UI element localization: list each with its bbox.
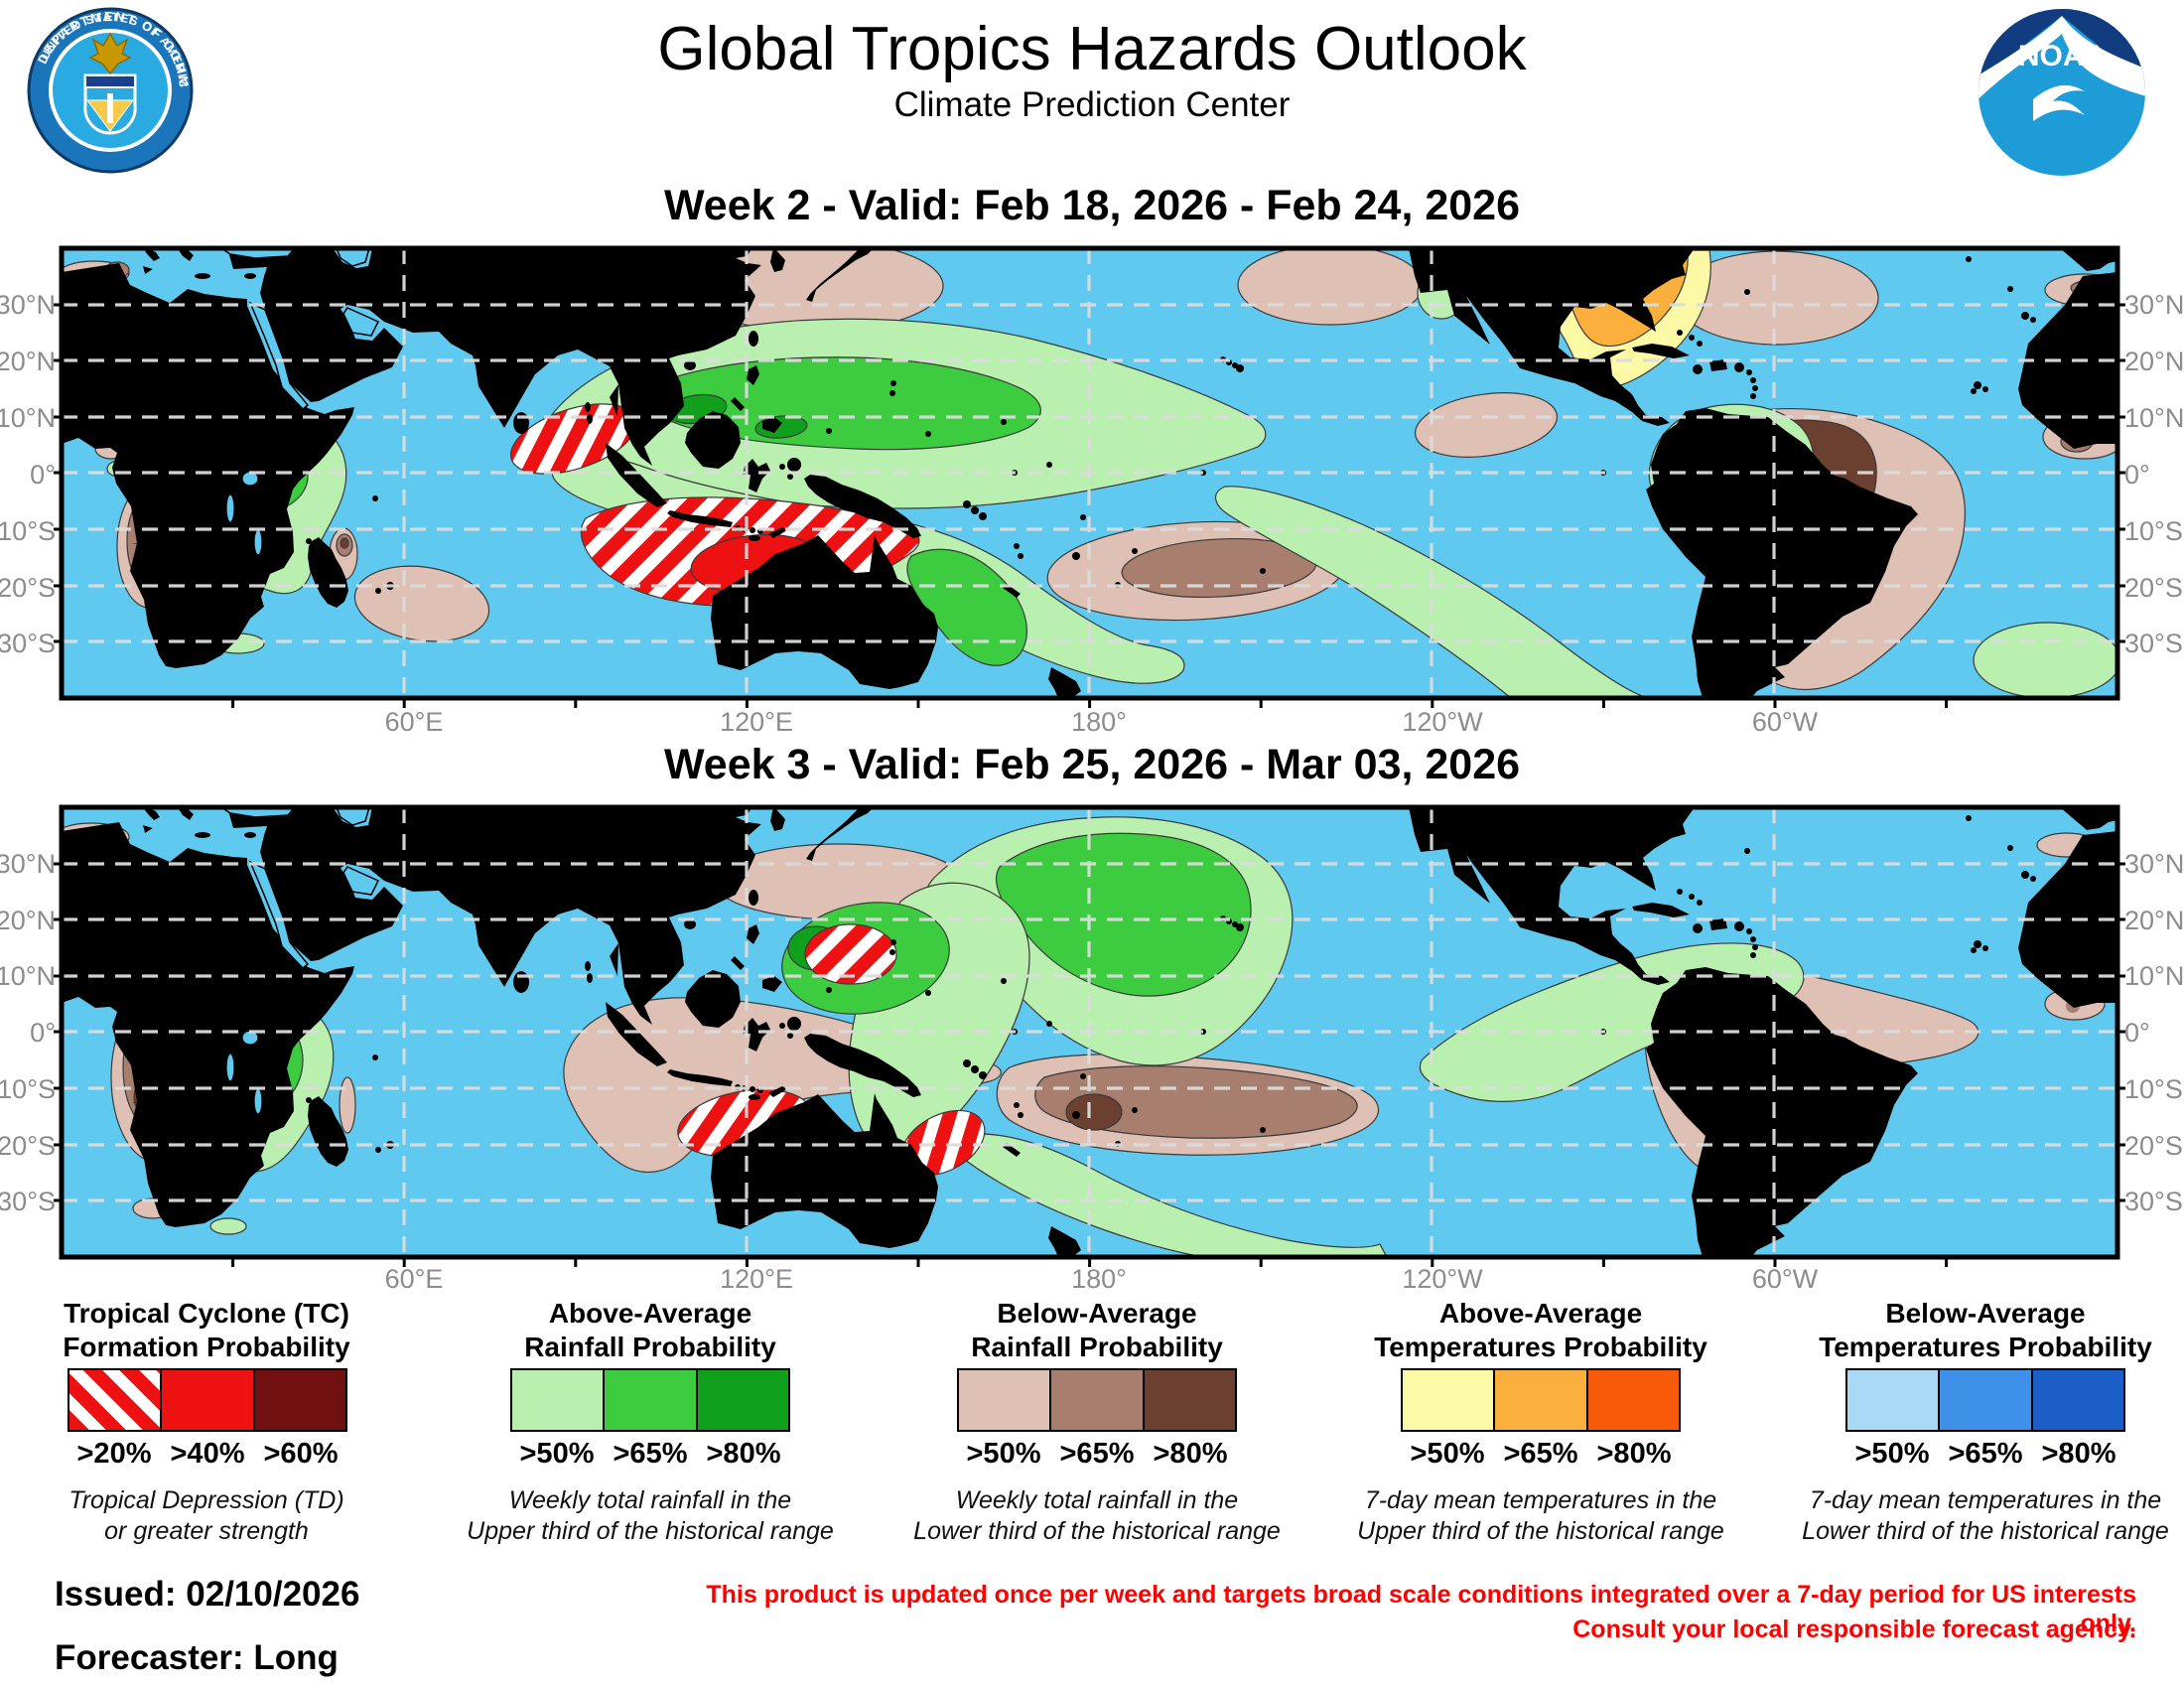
week3-map: [54, 804, 2125, 1267]
disclaimer-line1: This product is updated once per week an…: [706, 1581, 2136, 1637]
lon-label: 60°E: [384, 1264, 444, 1294]
lat-label: 0°: [30, 1018, 56, 1048]
legend-temp-above-title: Above-Average Temperatures Probability: [1374, 1298, 1707, 1362]
issued-date: Issued: 02/10/2026: [55, 1575, 360, 1614]
lat-label: 30°S: [2124, 1187, 2183, 1216]
lat-label: 20°S: [2124, 1131, 2183, 1161]
legend-rain-above-caption: Weekly total rainfall in the Upper third …: [467, 1486, 834, 1545]
legend-rain-below-thresholds: >50% >65% >80%: [966, 1438, 1228, 1470]
lat-label: 20°S: [2124, 573, 2183, 603]
lat-label: 0°: [2124, 460, 2150, 490]
lat-label: 10°N: [2124, 961, 2184, 991]
lat-label: 30°S: [0, 1187, 56, 1216]
lon-label: 60°W: [1751, 1264, 1819, 1294]
tc-hatch-swatch: [69, 1370, 163, 1430]
week2-map: [54, 245, 2125, 708]
lat-label: 10°N: [2124, 403, 2184, 433]
lon-label: 60°W: [1751, 707, 1819, 737]
warm-50-swatch: [1403, 1370, 1496, 1430]
lat-label: 20°N: [0, 906, 56, 935]
legend-temp-below-thresholds: >50% >65% >80%: [1854, 1438, 2116, 1470]
lat-label: 30°S: [2124, 629, 2183, 658]
lon-label: 120°E: [720, 707, 793, 737]
warm-65-swatch: [1495, 1370, 1588, 1430]
lat-label: 0°: [2124, 1018, 2150, 1048]
noaa-logo-text: NOAA: [2018, 40, 2106, 72]
page-title: Global Tropics Hazards Outlook: [657, 15, 1527, 83]
legend-temp-below-caption: 7-day mean temperatures in the Lower thir…: [1802, 1486, 2169, 1545]
cool-50-swatch: [1847, 1370, 1941, 1430]
legend-temp-above-swatches: [1401, 1368, 1681, 1432]
rain-50-swatch: [512, 1370, 606, 1430]
rain-80-swatch: [697, 1370, 788, 1430]
lat-label: 10°S: [0, 516, 56, 546]
lon-label: 120°E: [720, 1264, 793, 1294]
lat-label: 30°N: [0, 849, 56, 879]
legend-rain-above-thresholds: >50% >65% >80%: [519, 1438, 781, 1470]
lon-label: 60°E: [384, 707, 444, 737]
doc-seal-logo: DEPARTMENT OF COMMERCE UNITED STATES OF …: [26, 6, 194, 174]
lat-label: 20°N: [2124, 347, 2184, 376]
lat-label: 30°N: [2124, 849, 2184, 879]
week3-title: Week 3 - Valid: Feb 25, 2026 - Mar 03, 2…: [663, 741, 1521, 788]
legend-rain-below-title: Below-Average Rainfall Probability: [971, 1298, 1223, 1362]
tc-40-swatch: [162, 1370, 255, 1430]
forecaster-name: Forecaster: Long: [55, 1638, 339, 1677]
dry-80-swatch: [1144, 1370, 1235, 1430]
lat-label: 20°S: [0, 1131, 56, 1161]
legend-tc-thresholds: >20% >40% >60%: [76, 1438, 339, 1470]
tc-60-swatch: [254, 1370, 345, 1430]
lat-label: 10°N: [0, 403, 56, 433]
lat-label: 30°S: [0, 629, 56, 658]
doc-seal-eagle: [88, 32, 132, 75]
legend-rain-above-swatches: [510, 1368, 790, 1432]
lat-label: 20°N: [0, 347, 56, 376]
lat-label: 0°: [30, 460, 56, 490]
lon-label: 180°: [1071, 707, 1127, 737]
legend-tc-title: Tropical Cyclone (TC) Formation Probabili…: [63, 1298, 350, 1362]
disclaimer-line2: Consult your local responsible forecast …: [1572, 1616, 2136, 1643]
noaa-logo: NOAA: [1979, 9, 2145, 176]
lon-label: 120°W: [1402, 707, 1483, 737]
lon-label: 120°W: [1402, 1264, 1483, 1294]
legend-rain-below-swatches: [957, 1368, 1237, 1432]
dry-50-swatch: [959, 1370, 1052, 1430]
legend-temp-below-swatches: [1845, 1368, 2125, 1432]
lon-label: 180°: [1071, 1264, 1127, 1294]
week2-title: Week 2 - Valid: Feb 18, 2026 - Feb 24, 2…: [663, 182, 1521, 229]
legend-temp-above-caption: 7-day mean temperatures in the Upper thir…: [1357, 1486, 1724, 1545]
cool-65-swatch: [1940, 1370, 2033, 1430]
lat-label: 10°N: [0, 961, 56, 991]
lat-label: 10°S: [2124, 516, 2183, 546]
lat-label: 10°S: [2124, 1074, 2183, 1104]
legend-tc-caption: Tropical Depression (TD) or greater stren…: [68, 1486, 344, 1545]
page-subtitle: Climate Prediction Center: [893, 85, 1291, 124]
legend-rain-above-title: Above-Average Rainfall Probability: [524, 1298, 776, 1362]
dry-65-swatch: [1051, 1370, 1145, 1430]
legend-temp-above-thresholds: >50% >65% >80%: [1410, 1438, 1672, 1470]
lat-label: 30°N: [0, 290, 56, 320]
lat-label: 20°N: [2124, 906, 2184, 935]
legend-rain-below-caption: Weekly total rainfall in the Lower third …: [913, 1486, 1281, 1545]
cool-80-swatch: [2032, 1370, 2123, 1430]
lat-label: 10°S: [0, 1074, 56, 1104]
lat-label: 30°N: [2124, 290, 2184, 320]
legend-temp-below-title: Below-Average Temperatures Probability: [1819, 1298, 2152, 1362]
rain-65-swatch: [605, 1370, 698, 1430]
legend-tc-swatches: [68, 1368, 347, 1432]
warm-80-swatch: [1587, 1370, 1679, 1430]
lat-label: 20°S: [0, 573, 56, 603]
